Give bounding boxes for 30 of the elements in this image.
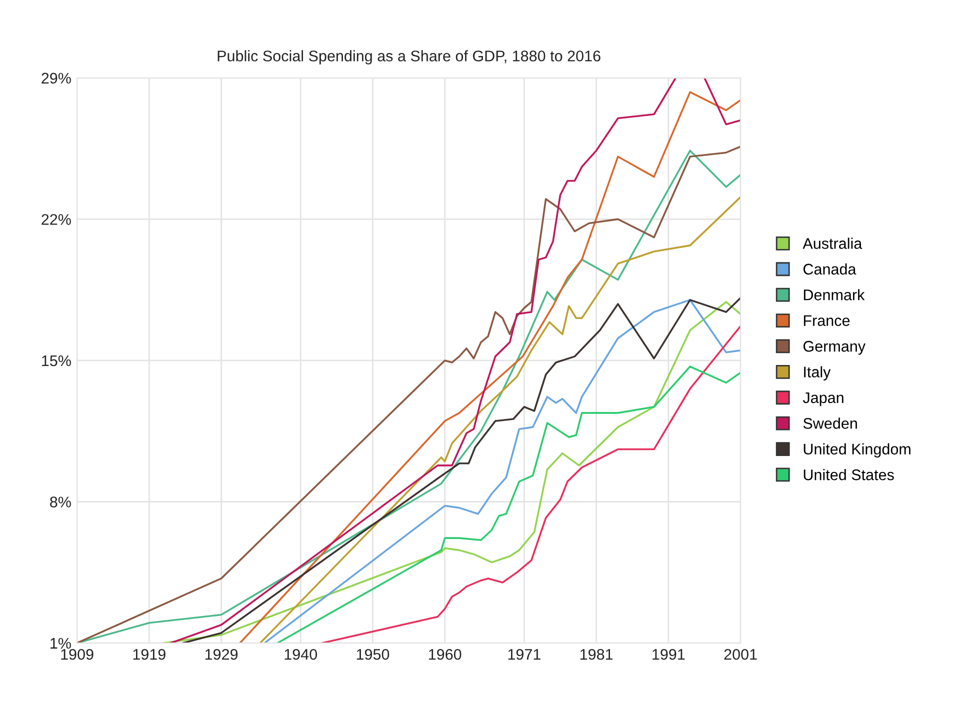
y-tick-label: 8%: [50, 496, 71, 508]
legend-label: Denmark: [804, 289, 865, 300]
legend-label: Japan: [802, 392, 844, 406]
x-tick-label: 1929: [205, 648, 238, 660]
y-tick-label: 15%: [42, 355, 71, 366]
x-tick-label: 1950: [356, 648, 390, 660]
legend-label: Germany: [803, 340, 866, 355]
y-tick-label: 1%: [50, 638, 71, 649]
line-series: [321, 325, 741, 644]
line-series: [259, 196, 741, 644]
y-tick-label: 29%: [42, 72, 71, 84]
x-tick-label: 1981: [580, 648, 613, 660]
line-series: [276, 366, 741, 644]
y-tick-label: 22%: [42, 214, 71, 225]
legend-label: Sweden: [803, 418, 857, 429]
x-tick-label: 1991: [652, 648, 685, 660]
x-tick-label: 1909: [61, 648, 94, 660]
x-tick-label: 1919: [133, 648, 166, 660]
chart-title: Public Social Spending as a Share of GDP, 1880 to 2016: [218, 50, 600, 64]
legend-label: United States: [804, 469, 894, 480]
line-series: [264, 299, 741, 644]
legend-label: France: [804, 315, 850, 326]
x-tick-label: 2001: [724, 648, 757, 660]
legend-label: United Kingdom: [804, 443, 910, 458]
x-tick-label: 1960: [429, 648, 462, 660]
legend-label: Canada: [803, 263, 856, 275]
x-tick-label: 1940: [284, 648, 318, 660]
legend-label: Italy: [804, 366, 831, 380]
legend-label: Australia: [802, 238, 862, 249]
x-tick-label: 1971: [508, 648, 540, 660]
